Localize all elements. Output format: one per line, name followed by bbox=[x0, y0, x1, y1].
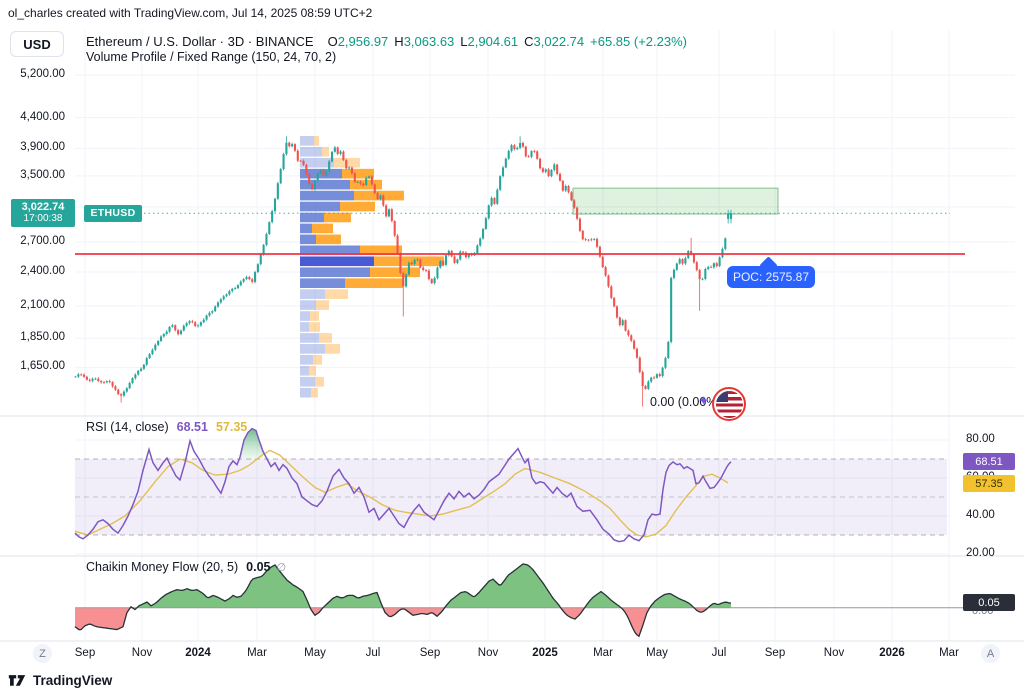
rsi-ma-badge: 57.35 bbox=[963, 475, 1015, 492]
time-axis-tick: Jul bbox=[711, 647, 727, 659]
cmf-line bbox=[74, 563, 731, 638]
rsi-line bbox=[74, 427, 732, 543]
price-scale-label: 1,650.00 bbox=[20, 360, 65, 373]
rsi-last-badge: 68.51 bbox=[963, 453, 1015, 470]
symbol-title: Ethereum / U.S. Dollar · 3D · BINANCE bbox=[86, 34, 314, 49]
symbol-legend[interactable]: Ethereum / U.S. Dollar · 3D · BINANCE O2,… bbox=[86, 34, 687, 49]
high-label: H bbox=[394, 34, 404, 49]
volume-profile-layer bbox=[300, 136, 444, 398]
time-axis-tick: Mar bbox=[939, 647, 959, 659]
tradingview-logo-icon bbox=[8, 675, 26, 686]
price-scale-label: 2,700.00 bbox=[20, 235, 65, 247]
price-scale-label: 3,900.00 bbox=[20, 141, 65, 154]
time-axis-tick: 2026 bbox=[879, 647, 905, 659]
price-scale-label: 2,100.00 bbox=[20, 299, 65, 311]
rsi-value: 68.51 bbox=[176, 420, 208, 434]
cmf-last-badge: 0.05 bbox=[963, 594, 1015, 611]
rsi-ma-value: 57.35 bbox=[215, 420, 248, 434]
cmf-legend[interactable]: Chaikin Money Flow (20, 5) 0.05 ∅ bbox=[86, 560, 286, 574]
candlestick-layer bbox=[74, 136, 733, 407]
poc-tooltip[interactable]: POC: 2575.87 bbox=[727, 266, 815, 288]
flag-stripes bbox=[715, 390, 743, 418]
time-axis-tick: Mar bbox=[593, 647, 613, 659]
time-axis[interactable]: Z A Sep Nov 2024 Mar May Jul Sep Nov 2025 Mar May J… bbox=[0, 641, 1024, 671]
time-axis-tick: 2025 bbox=[532, 647, 558, 659]
time-axis-tick: Nov bbox=[823, 647, 845, 659]
bar-countdown: 17:00:38 bbox=[23, 213, 63, 225]
time-axis-tick: Mar bbox=[247, 647, 267, 659]
rsi-scale-label: 40.00 bbox=[966, 509, 995, 521]
price-scale-label: 4,400.00 bbox=[20, 110, 65, 123]
sparkle-icon: ✦ bbox=[698, 393, 709, 408]
adjust-button[interactable]: A bbox=[981, 644, 1000, 663]
volume-profile-legend[interactable]: Volume Profile / Fixed Range (150, 24, 7… bbox=[86, 50, 337, 64]
last-price-value: 3,022.74 bbox=[21, 201, 65, 214]
rsi-title: RSI (14, close) bbox=[86, 420, 169, 434]
rsi-scale-label: 80.00 bbox=[966, 433, 995, 445]
change-value: +65.85 (+2.23%) bbox=[590, 34, 687, 49]
tradingview-logo-text: TradingView bbox=[33, 672, 113, 688]
price-scale-label: 2,400.00 bbox=[20, 264, 65, 277]
time-axis-tick: Nov bbox=[131, 647, 153, 659]
supply-zone-box[interactable] bbox=[572, 187, 779, 215]
open-value: 2,956.97 bbox=[337, 34, 389, 49]
low-value: 2,904.61 bbox=[467, 34, 519, 49]
price-scale-label: 1,850.00 bbox=[20, 331, 65, 344]
time-axis-tick: Sep bbox=[764, 647, 786, 659]
cmf-positive-area bbox=[75, 564, 731, 608]
rsi-scale-label: 20.00 bbox=[966, 547, 995, 559]
rsi-legend[interactable]: RSI (14, close) 68.51 57.35 bbox=[86, 420, 247, 434]
tradingview-footer-logo[interactable]: TradingView bbox=[8, 672, 112, 688]
high-value: 3,063.63 bbox=[403, 34, 455, 49]
timezone-button[interactable]: Z bbox=[33, 644, 52, 663]
close-label: C bbox=[524, 34, 534, 49]
last-price-badge: 3,022.74 17:00:38 bbox=[11, 199, 75, 228]
symbol-price-tag: ETHUSD bbox=[84, 204, 142, 222]
grid-layer bbox=[75, 30, 1015, 640]
price-scale-label: 3,500.00 bbox=[20, 168, 65, 181]
rsi-pane[interactable] bbox=[74, 427, 947, 543]
cmf-negative-area bbox=[75, 607, 731, 637]
cmf-pane[interactable] bbox=[74, 563, 965, 638]
attribution-text: ol_charles created with TradingView.com,… bbox=[8, 6, 373, 20]
cmf-title: Chaikin Money Flow (20, 5) bbox=[86, 560, 239, 574]
time-axis-tick: Sep bbox=[74, 647, 96, 659]
time-axis-tick: May bbox=[304, 647, 326, 659]
price-scale-label: 5,200.00 bbox=[20, 68, 65, 81]
flag-canton bbox=[715, 390, 728, 402]
cmf-value: 0.05 bbox=[246, 560, 271, 574]
time-axis-tick: Sep bbox=[419, 647, 441, 659]
low-label: L bbox=[460, 34, 468, 49]
hide-indicator-icon[interactable]: ∅ bbox=[276, 562, 287, 574]
time-axis-tick: Jul bbox=[365, 647, 381, 659]
time-axis-tick: Nov bbox=[477, 647, 499, 659]
us-flag-icon[interactable] bbox=[712, 387, 746, 421]
time-axis-tick: 2024 bbox=[185, 647, 211, 659]
change-measure-label: 0.00 (0.00% bbox=[650, 395, 718, 409]
close-value: 3,022.74 bbox=[533, 34, 585, 49]
open-label: O bbox=[327, 34, 338, 49]
currency-toggle-button[interactable]: USD bbox=[10, 31, 64, 57]
time-axis-tick: May bbox=[646, 647, 668, 659]
